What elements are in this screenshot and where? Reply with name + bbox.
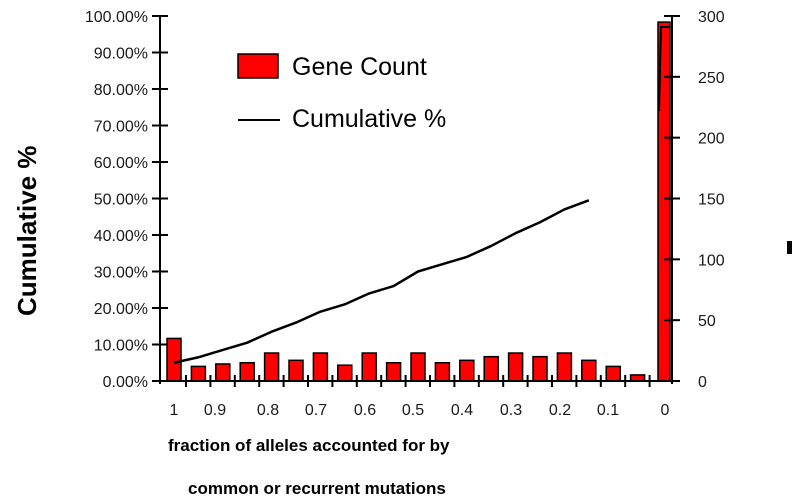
left-tick-label: 90.00% [94, 46, 148, 63]
bar [263, 352, 280, 382]
right-tick-label: 150 [698, 192, 725, 209]
x-tick-label: 1 [170, 402, 179, 419]
bar [605, 365, 621, 382]
left-tick-label: 20.00% [94, 301, 148, 318]
cumulative-line [173, 25, 669, 364]
legend-bar-swatch-icon [237, 53, 279, 79]
x-axis-title-line2: common or recurrent mutations [188, 479, 446, 498]
bar [434, 362, 451, 382]
left-tick-label: 10.00% [94, 338, 148, 355]
left-tick-label: 30.00% [94, 265, 148, 282]
x-tick-label: 0.8 [257, 402, 279, 419]
bar [483, 355, 499, 382]
cumulative-polyline [173, 199, 590, 364]
right-tick-label: 50 [698, 313, 716, 330]
bar [556, 352, 573, 382]
y-axis-title: Cumulative % [12, 146, 42, 317]
right-tick-label: 300 [698, 9, 725, 26]
right-tick-label: 200 [698, 131, 725, 148]
left-axis-tick-labels: 0.00% 10.00% 20.00% 30.00% 40.00% 50.00% 60.00… [85, 9, 148, 391]
x-tick-label: 0.7 [305, 402, 327, 419]
x-tick-label: 0 [661, 402, 670, 419]
x-axis-title-line1: fraction of alleles accounted for by [168, 436, 450, 455]
bar [507, 352, 524, 382]
bar [215, 363, 231, 382]
bar [410, 352, 426, 382]
x-tick-label: 0.1 [597, 402, 619, 419]
x-tick-label: 0.5 [402, 402, 424, 419]
right-tick-label: 250 [698, 70, 725, 87]
left-tick-label: 100.00% [85, 9, 148, 26]
left-tick-label: 40.00% [94, 228, 148, 245]
bar [312, 352, 329, 382]
bar [239, 362, 255, 382]
left-tick-label: 0.00% [103, 374, 148, 391]
bar [166, 337, 182, 382]
x-tick-label: 0.2 [549, 402, 571, 419]
x-axis-tick-labels: 1 0.9 0.8 0.7 0.6 0.5 0.4 0.3 0.2 0.1 0 [170, 402, 670, 419]
left-tick-label: 50.00% [94, 192, 148, 209]
right-tick-label: 100 [698, 252, 725, 269]
bar [532, 355, 548, 382]
x-tick-label: 0.3 [500, 402, 522, 419]
left-tick-label: 70.00% [94, 119, 148, 136]
gene-count-bars [166, 21, 671, 382]
x-tick-label: 0.6 [354, 402, 376, 419]
bar [190, 365, 207, 382]
left-tick-label: 80.00% [94, 82, 148, 99]
right-axis-tick-labels: 0 50 100 150 200 250 300 [698, 9, 725, 391]
right-tick-label: 0 [698, 374, 707, 391]
stray-mark [787, 241, 792, 254]
bar [459, 359, 475, 382]
legend: Gene Count Cumulative % [237, 53, 446, 133]
legend-gene-count-label: Gene Count [292, 53, 427, 81]
x-tick-label: 0.4 [451, 402, 473, 419]
bar [385, 362, 402, 382]
bar [581, 359, 597, 382]
bar [337, 364, 353, 382]
bar [288, 359, 304, 382]
bar [361, 352, 377, 382]
left-tick-label: 60.00% [94, 155, 148, 172]
axes [152, 15, 680, 387]
legend-cumulative-label: Cumulative % [292, 105, 446, 133]
x-tick-label: 0.9 [204, 402, 226, 419]
